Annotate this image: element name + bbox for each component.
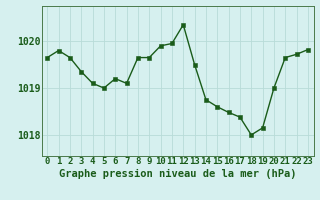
X-axis label: Graphe pression niveau de la mer (hPa): Graphe pression niveau de la mer (hPa) (59, 169, 296, 179)
